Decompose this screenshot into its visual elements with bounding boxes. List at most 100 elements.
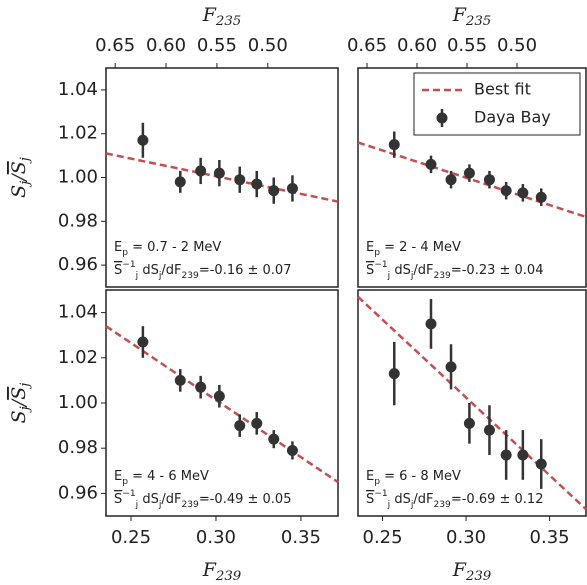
text-segment: E <box>366 469 374 484</box>
x2-tick-label: 0.55 <box>447 35 487 56</box>
annotation: Ep = 6 - 8 MeV <box>366 469 461 487</box>
data-point <box>213 390 225 402</box>
data-point <box>425 158 437 170</box>
text-segment: −1 <box>374 260 387 270</box>
text-segment: F <box>452 559 467 581</box>
data-point <box>195 381 207 393</box>
x2-tick-label: 0.50 <box>497 35 537 56</box>
x2-axis-label: F235 <box>202 4 242 29</box>
text-segment: j <box>18 406 33 413</box>
y-tick-label: 0.98 <box>58 437 98 458</box>
data-point <box>535 191 547 203</box>
text-segment: S <box>8 185 30 198</box>
x-tick-label: 0.25 <box>363 527 403 548</box>
data-point <box>137 336 149 348</box>
fit-line <box>357 295 587 511</box>
y-tick-label: 0.96 <box>58 482 98 503</box>
x-axis-label: F239 <box>452 559 492 584</box>
text-segment: E <box>366 240 374 255</box>
text-segment: 235 <box>465 14 491 29</box>
x-tick-label: 0.30 <box>196 527 236 548</box>
x2-tick-label: 0.50 <box>248 35 288 56</box>
fit-line <box>105 325 339 484</box>
text-segment: S <box>8 161 30 174</box>
x2-tick-label: 0.65 <box>95 35 135 56</box>
annotation: Ep = 0.7 - 2 MeV <box>114 240 221 258</box>
annotation: S−1j dSj/dF239=-0.69 ± 0.12 <box>366 489 543 510</box>
x2-tick-label: 0.65 <box>347 35 387 56</box>
y-axis-label: Sj/Sj <box>8 383 33 424</box>
text-segment: S <box>114 492 122 507</box>
y-tick-label: 1.00 <box>58 167 98 188</box>
data-point <box>483 174 495 186</box>
data-point <box>388 368 400 380</box>
x-axis-label: F239 <box>202 559 242 584</box>
data-point <box>535 458 547 470</box>
text-segment: j <box>158 500 162 510</box>
text-segment: j <box>387 271 391 281</box>
text-segment: p <box>374 248 380 258</box>
text-segment: p <box>122 248 128 258</box>
text-segment: /dF <box>413 492 433 507</box>
text-segment: 239 <box>181 500 199 510</box>
text-segment: dS <box>390 492 411 507</box>
text-segment: F <box>202 4 217 26</box>
text-segment: / <box>8 398 30 408</box>
x-tick-label: 0.25 <box>111 527 151 548</box>
data-point <box>268 433 280 445</box>
text-segment: p <box>122 477 128 487</box>
text-segment: S <box>8 387 30 400</box>
annotation: Ep = 4 - 6 MeV <box>114 469 209 487</box>
y-tick-label: 1.04 <box>58 79 98 100</box>
text-segment: = 0.7 - 2 MeV <box>128 240 221 255</box>
data-point <box>388 139 400 151</box>
text-segment: /dF <box>413 263 433 278</box>
text-segment: dS <box>138 263 159 278</box>
data-point <box>517 449 529 461</box>
y-tick-label: 0.96 <box>58 254 98 275</box>
text-segment: =-0.16 ± 0.07 <box>199 263 292 278</box>
data-point <box>517 187 529 199</box>
panel-frame <box>357 289 587 517</box>
text-segment: 239 <box>465 569 492 584</box>
text-segment: p <box>374 477 380 487</box>
legend-label: Daya Bay <box>474 108 551 127</box>
x-tick-label: 0.35 <box>530 527 570 548</box>
data-point <box>251 417 263 429</box>
data-point <box>195 165 207 177</box>
text-segment: E <box>114 469 122 484</box>
text-segment: j <box>135 271 139 281</box>
text-segment: j <box>135 500 139 510</box>
data-point <box>445 361 457 373</box>
text-segment: j <box>410 500 414 510</box>
text-segment: j <box>158 271 162 281</box>
text-segment: j <box>18 181 33 188</box>
x2-tick-label: 0.55 <box>197 35 237 56</box>
y-tick-label: 1.04 <box>58 302 98 323</box>
text-segment: dS <box>138 492 159 507</box>
text-segment: j <box>18 157 33 164</box>
x-tick-label: 0.35 <box>281 527 321 548</box>
text-segment: j <box>18 383 33 390</box>
data-point <box>234 174 246 186</box>
text-segment: /dF <box>161 263 181 278</box>
text-segment: = 6 - 8 MeV <box>380 469 461 484</box>
data-point <box>463 417 475 429</box>
data-point <box>251 178 263 190</box>
text-segment: S <box>8 410 30 423</box>
data-point <box>445 174 457 186</box>
text-segment: −1 <box>374 489 387 499</box>
x-tick-label: 0.30 <box>446 527 486 548</box>
annotation: S−1j dSj/dF239=-0.23 ± 0.04 <box>366 260 543 281</box>
text-segment: S <box>366 263 374 278</box>
data-point <box>483 424 495 436</box>
x2-axis-label: F235 <box>452 4 492 29</box>
x2-tick-label: 0.60 <box>146 35 186 56</box>
fit-line <box>357 141 587 219</box>
legend-swatch <box>436 112 448 124</box>
text-segment: F <box>202 559 217 581</box>
text-segment: j <box>387 500 391 510</box>
y-tick-label: 1.02 <box>58 347 98 368</box>
text-segment: =-0.23 ± 0.04 <box>451 263 544 278</box>
